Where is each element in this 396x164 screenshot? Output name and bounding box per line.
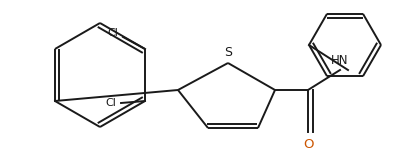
Text: Cl: Cl bbox=[106, 98, 116, 108]
Text: HN: HN bbox=[331, 54, 349, 68]
Text: S: S bbox=[224, 47, 232, 60]
Text: O: O bbox=[303, 137, 313, 151]
Text: Cl: Cl bbox=[108, 28, 118, 38]
